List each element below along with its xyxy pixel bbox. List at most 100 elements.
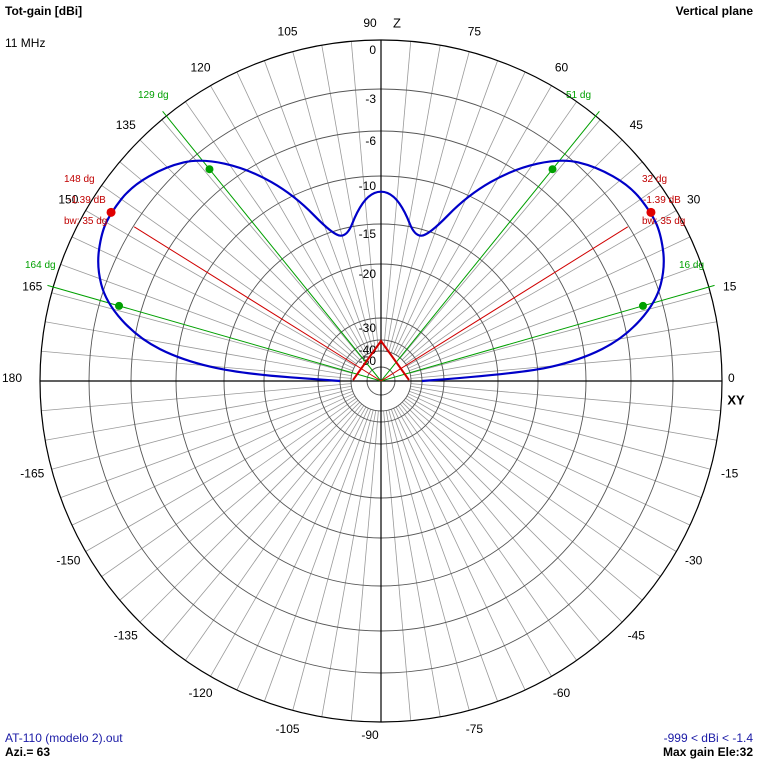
- grid-spoke: [397, 405, 577, 661]
- azimuth-label: Azi.= 63: [5, 745, 51, 759]
- annotation-right-gain: -1.39 dB: [643, 195, 681, 206]
- grid-spoke: [321, 45, 377, 352]
- half-power-point: [548, 165, 557, 174]
- angle-label: 90: [363, 16, 377, 30]
- half-power-line: [162, 111, 382, 382]
- grid-spoke: [51, 388, 353, 470]
- beam-line: [133, 226, 382, 382]
- grid-spoke: [388, 409, 470, 711]
- grid-spoke: [71, 236, 354, 369]
- ring-label: -6: [365, 134, 376, 148]
- grid-spoke: [403, 399, 643, 601]
- grid-spoke: [60, 263, 353, 372]
- grid-spoke: [101, 397, 357, 577]
- annotation-left-angle: 148 dg: [64, 174, 95, 185]
- angle-label: 15: [723, 280, 737, 294]
- grid-spoke: [41, 350, 352, 379]
- angle-label: 0: [728, 371, 735, 385]
- angle-label: -75: [466, 722, 484, 736]
- half-power-point: [638, 301, 647, 310]
- angle-label: -120: [188, 686, 212, 700]
- grid-spoke: [236, 71, 369, 354]
- angle-label: 60: [555, 61, 569, 75]
- grid-spoke: [408, 236, 691, 369]
- grid-spoke: [399, 403, 601, 643]
- grid-spoke: [185, 405, 365, 661]
- grid-spoke: [395, 406, 552, 677]
- grid-spoke: [85, 395, 356, 552]
- angle-label: -90: [361, 728, 379, 742]
- annotation-right-angle: 32 dg: [642, 174, 667, 185]
- ring-label: -15: [359, 227, 377, 241]
- ring-label: -30: [359, 321, 377, 335]
- ring-label: -10: [359, 179, 377, 193]
- grid-spoke: [405, 185, 661, 365]
- angle-label: 45: [630, 118, 644, 132]
- grid-spoke: [161, 119, 363, 359]
- angle-label: -135: [114, 628, 138, 642]
- half-power-line: [380, 284, 715, 382]
- grid-spoke: [85, 210, 356, 367]
- max-gain-point: [106, 207, 116, 217]
- grid-spoke: [406, 395, 677, 552]
- angle-label: 120: [190, 61, 210, 75]
- grid-spoke: [210, 406, 367, 677]
- grid-spoke: [210, 85, 367, 356]
- grid-spoke: [292, 409, 374, 711]
- angle-label: -105: [276, 722, 300, 736]
- angle-label: 165: [22, 280, 42, 294]
- ring-label: -20: [359, 267, 377, 281]
- center-triangle: [352, 339, 410, 381]
- grid-spoke: [393, 408, 526, 691]
- half-power-line: [47, 284, 382, 382]
- grid-spoke: [263, 409, 372, 702]
- grid-spoke: [60, 390, 353, 499]
- grid-spoke: [409, 388, 711, 470]
- annotation-right-bw: bw: 35 dg: [642, 216, 685, 227]
- angle-label: 150: [58, 193, 78, 207]
- grid-spoke: [388, 51, 470, 353]
- half-power-point: [205, 165, 214, 174]
- angle-label: 75: [468, 24, 482, 38]
- chart-title: Tot-gain [dBi]: [5, 4, 83, 18]
- grid-spoke: [390, 60, 499, 353]
- grid-spoke: [383, 41, 412, 352]
- grid-spoke: [71, 393, 354, 526]
- grid-spoke: [51, 292, 353, 374]
- file-name: AT-110 (modelo 2).out: [5, 731, 123, 745]
- angle-label: -165: [20, 467, 44, 481]
- axis-label-z: Z: [393, 15, 401, 30]
- angle-label: -150: [56, 554, 80, 568]
- grid-spoke: [119, 399, 359, 601]
- grid-spoke: [161, 403, 363, 643]
- angle-label: -45: [628, 628, 646, 642]
- grid-spoke: [399, 119, 601, 359]
- angle-label: 30: [687, 193, 701, 207]
- grid-spoke: [385, 410, 441, 717]
- grid-spoke: [385, 45, 441, 352]
- angle-label: 105: [278, 24, 298, 38]
- half-power-line: [380, 111, 600, 382]
- grid-spoke: [185, 101, 365, 357]
- gain-range: -999 < dBi < -1.4: [663, 731, 753, 745]
- grid-spoke: [410, 321, 717, 377]
- grid-spoke: [321, 410, 377, 717]
- angle-label: 180: [2, 371, 22, 385]
- grid-spoke: [401, 401, 623, 623]
- grid-spoke: [390, 409, 499, 702]
- annotation-green: 129 dg: [138, 90, 169, 101]
- grid-spoke: [397, 101, 577, 357]
- beam-line: [380, 226, 629, 382]
- grid-spoke: [41, 383, 352, 412]
- annotation-green: 16 dg: [679, 260, 704, 271]
- grid-spoke: [139, 139, 361, 361]
- grid-spoke: [410, 350, 721, 379]
- grid-spoke: [409, 390, 702, 499]
- grid-spoke: [393, 71, 526, 354]
- grid-spoke: [292, 51, 374, 353]
- grid-spoke: [101, 185, 357, 365]
- annotation-green: 164 dg: [25, 260, 56, 271]
- plane-label: Vertical plane: [675, 4, 753, 18]
- annotation-green: 51 dg: [566, 90, 591, 101]
